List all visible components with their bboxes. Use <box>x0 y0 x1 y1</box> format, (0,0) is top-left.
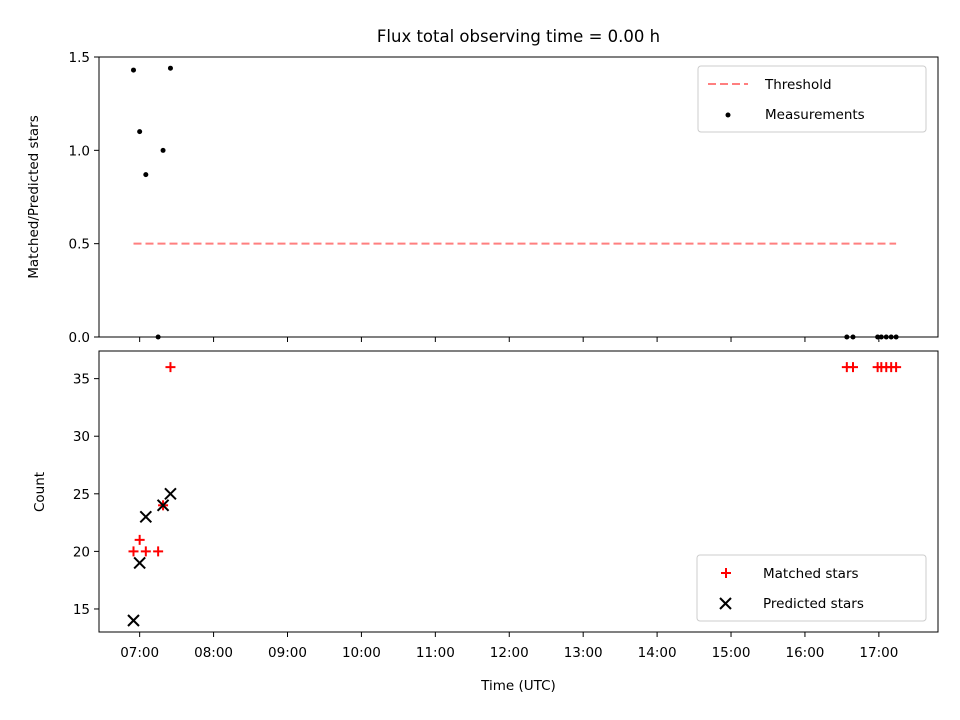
top-panel: 0.0 0.5 1.0 1.5 <box>69 50 939 346</box>
predicted-star-point <box>156 499 170 512</box>
measurement-point <box>143 172 149 178</box>
bottom-x-tick-label: 16:00 <box>785 645 824 661</box>
predicted-star-point <box>164 487 177 501</box>
matched-star-point <box>891 362 902 373</box>
bottom-x-tick-label: 08:00 <box>194 645 233 661</box>
top-plot-frame <box>98 56 939 338</box>
bottom-x-tick-label: 11:00 <box>416 645 455 661</box>
bottom-x-tick-label: 17:00 <box>859 645 898 661</box>
bottom-plot-frame <box>98 350 939 633</box>
predicted-star-point <box>127 614 140 627</box>
bottom-x-tick-label: 13:00 <box>564 645 603 661</box>
matched-star-point <box>134 534 145 545</box>
measurement-point <box>160 147 166 153</box>
legend-predicted-swatch <box>719 597 732 610</box>
legend-matched-label: Matched stars <box>763 566 859 582</box>
bottom-y-tick-label: 20 <box>73 544 90 560</box>
top-y-tick-label: 1.0 <box>69 143 90 159</box>
matched-star-point <box>153 546 164 557</box>
top-y-tick-label: 1.5 <box>69 50 90 66</box>
legend-measurements-swatch <box>725 112 731 118</box>
bottom-x-tick-label: 10:00 <box>342 645 381 661</box>
bottom-panel: 15 20 25 30 35 07:00 08:00 09:00 10:00 11:00 12:00… <box>73 350 939 661</box>
predicted-star-point <box>139 510 153 524</box>
legend-predicted-label: Predicted stars <box>763 596 864 612</box>
bottom-y-tick-label: 25 <box>73 487 90 503</box>
measurement-point <box>167 65 173 71</box>
bottom-x-tick-label: 12:00 <box>490 645 529 661</box>
legend-bottom: Matched stars Predicted stars <box>696 554 927 622</box>
matched-star-point <box>165 362 176 373</box>
bottom-y-tick-label: 35 <box>73 372 90 388</box>
legend-threshold-label: Threshold <box>764 77 832 93</box>
bottom-y-axis-label: Count <box>32 472 48 512</box>
bottom-x-tick-label: 09:00 <box>268 645 307 661</box>
predicted-star-point <box>133 556 146 570</box>
measurement-point <box>130 67 136 73</box>
bottom-x-tick-label: 15:00 <box>712 645 751 661</box>
top-y-tick-label: 0.0 <box>69 330 90 346</box>
legend-measurements-label: Measurements <box>765 107 865 123</box>
bottom-y-tick-label: 15 <box>73 602 90 618</box>
top-y-axis-label: Matched/Predicted stars <box>26 115 42 278</box>
legend-matched-swatch <box>721 568 731 578</box>
bottom-y-tick-label: 30 <box>73 429 90 445</box>
matched-star-point <box>140 546 151 557</box>
bottom-x-tick-label: 14:00 <box>638 645 677 661</box>
measurement-point <box>137 129 143 135</box>
legend-top: Threshold Measurements <box>697 65 927 133</box>
bottom-x-tick-label: 07:00 <box>120 645 159 661</box>
x-axis-label: Time (UTC) <box>480 678 556 694</box>
matched-star-point <box>847 362 858 373</box>
chart-title: Flux total observing time = 0.00 h <box>377 27 660 46</box>
matched-star-point <box>128 546 139 557</box>
top-y-tick-label: 0.5 <box>69 237 90 253</box>
